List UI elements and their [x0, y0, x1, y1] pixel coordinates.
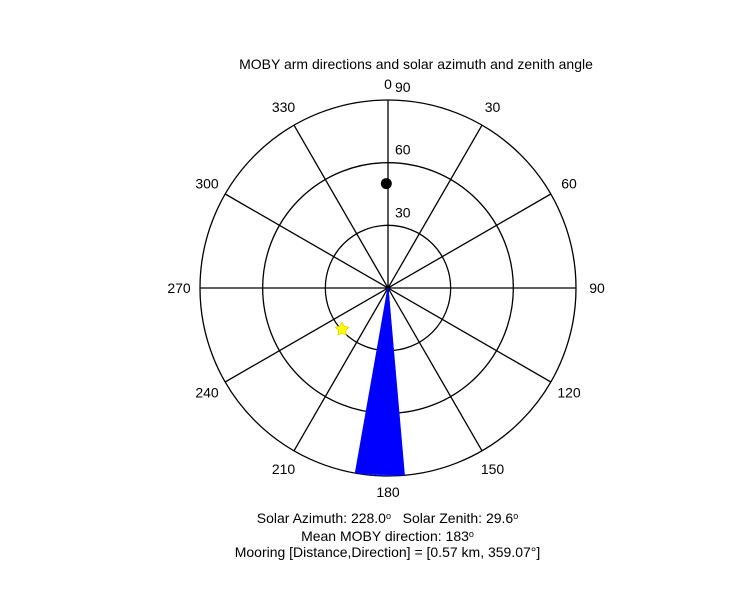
radial-tick-label: 90: [395, 79, 411, 95]
solar-azimuth-value: 228.0: [350, 510, 386, 526]
angular-tick-label: 120: [557, 385, 581, 401]
degree-symbol: o: [468, 529, 474, 539]
degree-symbol: o: [385, 511, 391, 521]
mooring-caption: Mooring [Distance,Direction] = [0.57 km,…: [0, 543, 750, 561]
angular-tick-label: 60: [561, 176, 577, 192]
chart-title: MOBY arm directions and solar azimuth an…: [239, 56, 593, 72]
mean-direction-caption: Mean MOBY direction: 183o: [0, 525, 750, 545]
angular-tick-label: 90: [589, 280, 605, 296]
angular-tick-label: 330: [272, 99, 296, 115]
solar-caption: Solar Azimuth: 228.0o Solar Zenith: 29.6…: [0, 507, 750, 527]
angular-tick-label: 270: [167, 280, 191, 296]
markers: [334, 178, 392, 336]
angular-tick-label: 0: [384, 76, 392, 92]
radial-tick-label: 60: [395, 142, 411, 158]
sun-marker: [334, 321, 350, 336]
angular-tick-label: 300: [195, 176, 219, 192]
mooring-marker: [380, 178, 392, 190]
solar-zenith-value: 29.6: [485, 510, 514, 526]
mean-direction-label: Mean MOBY direction:: [301, 528, 446, 544]
angular-tick-label: 150: [481, 461, 505, 477]
angular-tick-label: 240: [195, 385, 219, 401]
angular-tick-label: 180: [376, 484, 400, 500]
angular-tick-label: 30: [485, 99, 501, 115]
degree-symbol: o: [513, 511, 519, 521]
radial-tick-label: 30: [395, 204, 411, 220]
radial-tick-labels: 30 60 90: [395, 79, 411, 220]
angular-tick-label: 210: [272, 461, 296, 477]
mean-direction-value: 183: [445, 528, 469, 544]
angular-tick-labels: 0 30 60 90 120 150 180 210 240 270 300 330: [167, 76, 605, 500]
solar-azimuth-label: Solar Azimuth:: [256, 510, 351, 526]
moby-arm-directions: [354, 287, 405, 476]
mooring-text: Mooring [Distance,Direction] = [0.57 km,…: [234, 544, 541, 560]
solar-zenith-label: Solar Zenith:: [402, 510, 486, 526]
moby-arm-fill: [355, 287, 405, 476]
